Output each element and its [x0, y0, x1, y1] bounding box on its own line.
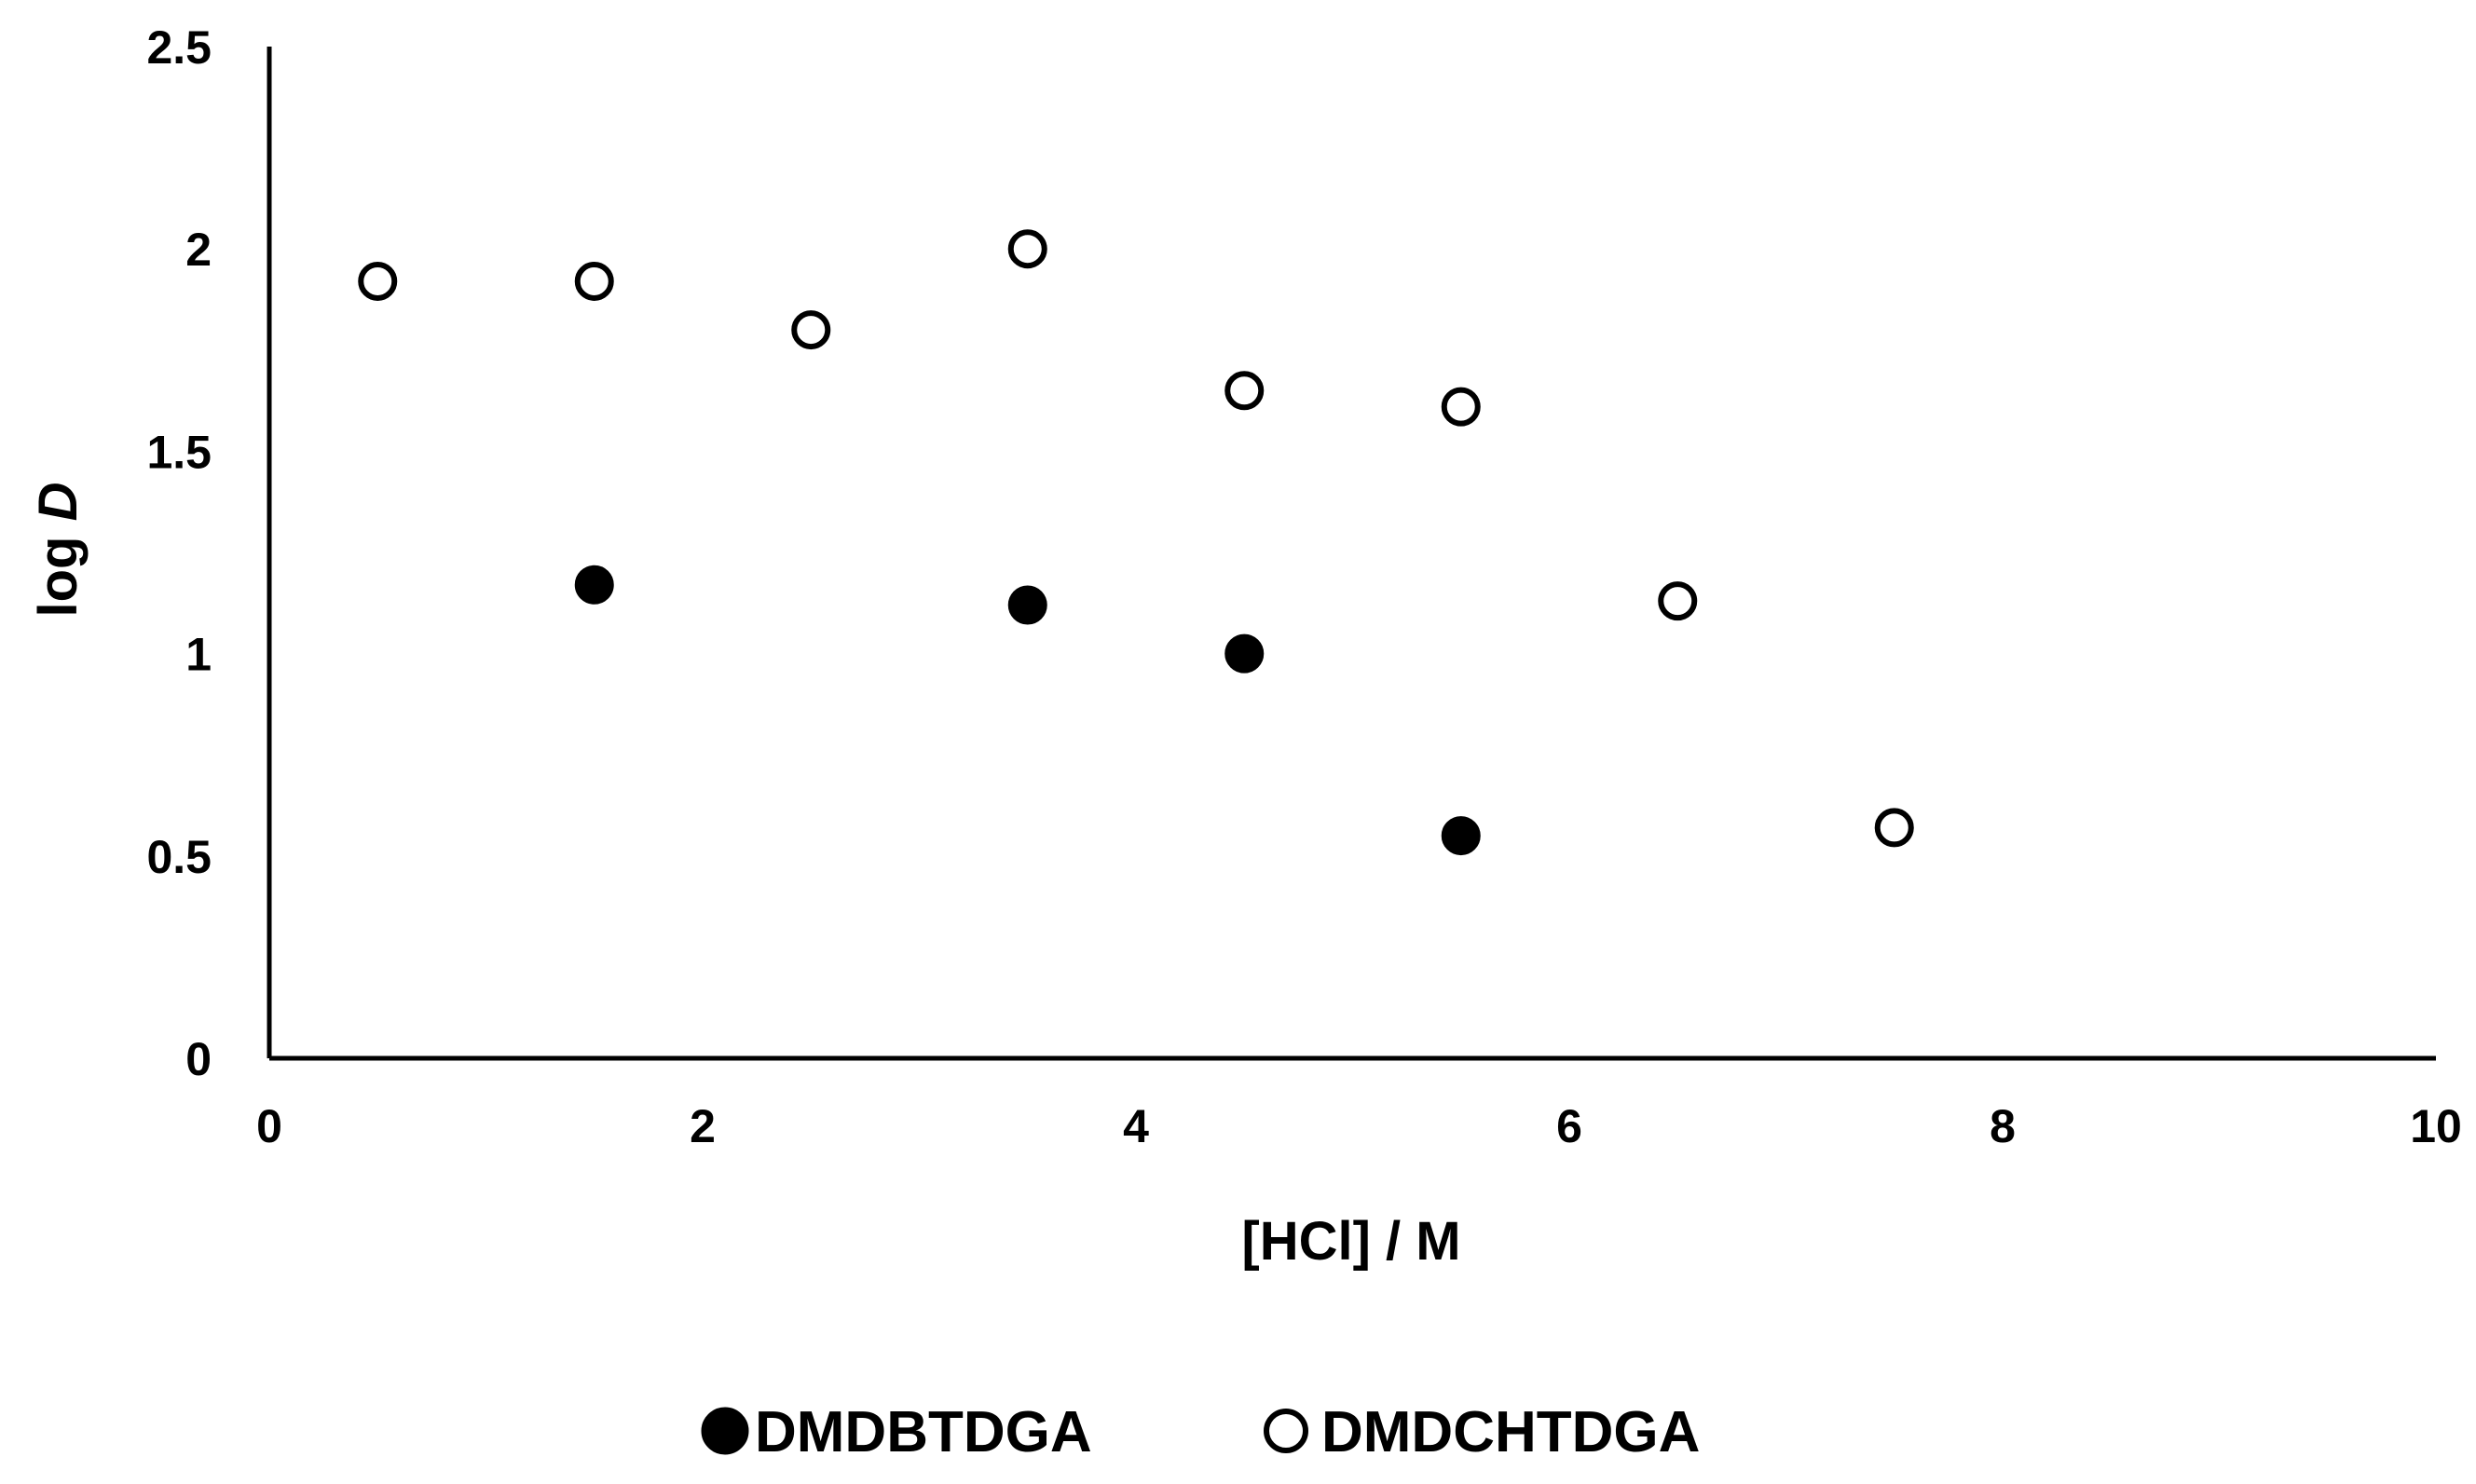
y-tick-labels: 0 0.5 1 1.5 2 2.5 [146, 21, 212, 1085]
data-point-open-series-2 [1441, 387, 1481, 427]
y-tick-label: 0 [185, 1033, 212, 1085]
x-tick-label: 0 [256, 1100, 282, 1152]
legend-marker-filled-circle [701, 1407, 749, 1455]
x-tick-label: 6 [1556, 1100, 1582, 1152]
data-points [358, 229, 1914, 856]
legend-label-series-1: DMDBTDGA [755, 1400, 1092, 1464]
data-point-filled-series-1 [574, 565, 614, 605]
y-axis-title-prefix: log [28, 521, 89, 617]
y-tick-label: 1 [185, 629, 212, 681]
data-point-filled-series-1 [1007, 585, 1047, 625]
y-axis-title-italic: D [28, 483, 89, 522]
y-tick-label: 0.5 [146, 831, 212, 883]
x-tick-labels: 0 2 4 6 8 10 [256, 1100, 2462, 1152]
x-tick-label: 10 [2410, 1100, 2462, 1152]
x-tick-label: 4 [1123, 1100, 1149, 1152]
y-tick-label: 2 [185, 224, 212, 276]
legend-label-series-2: DMDCHTDGA [1321, 1400, 1700, 1464]
data-point-open-series-2 [1874, 808, 1914, 848]
data-point-filled-series-1 [1224, 633, 1265, 674]
axes [267, 47, 2436, 1061]
x-axis-title: [HCl] / M [1241, 1211, 1460, 1272]
data-point-filled-series-1 [1441, 816, 1481, 856]
y-tick-label: 1.5 [146, 426, 212, 478]
data-point-open-series-2 [358, 261, 398, 301]
data-point-open-series-2 [1658, 581, 1698, 621]
data-point-open-series-2 [791, 310, 831, 350]
x-tick-label: 8 [1990, 1100, 2016, 1152]
y-tick-label: 2.5 [146, 21, 212, 74]
legend-marker-open-circle [1264, 1409, 1308, 1453]
data-point-open-series-2 [1224, 371, 1265, 411]
legend: DMDBTDGA DMDCHTDGA [701, 1400, 1700, 1464]
data-point-open-series-2 [574, 261, 614, 301]
x-tick-label: 2 [690, 1100, 716, 1152]
data-point-open-series-2 [1007, 229, 1047, 269]
y-axis-title: log D [28, 483, 89, 618]
